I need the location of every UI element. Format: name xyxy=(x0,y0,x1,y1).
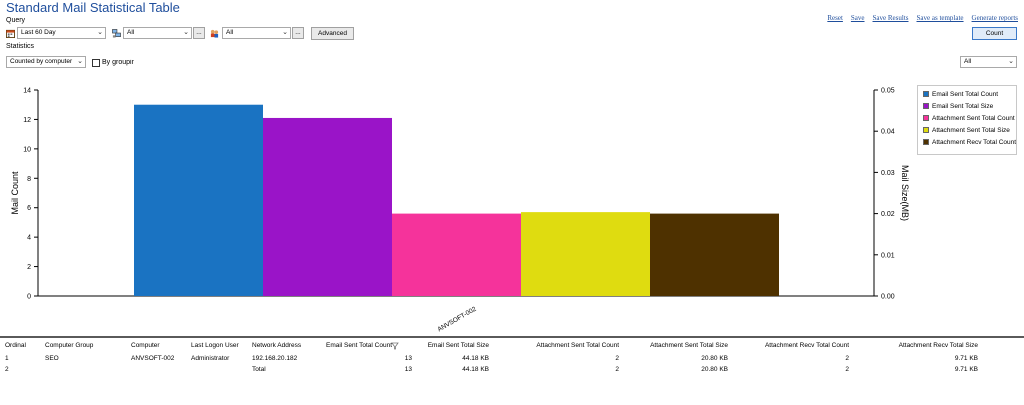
y-tick-label: 10 xyxy=(23,146,31,153)
cell-attachment-sent-count: 2 xyxy=(615,366,619,373)
y2-tick-label: 0.01 xyxy=(881,252,895,259)
chart-filter-select[interactable]: All ⌄ xyxy=(960,56,1017,68)
computer-group-icon xyxy=(112,29,121,38)
legend-swatch xyxy=(923,103,929,109)
page-title: Standard Mail Statistical Table xyxy=(6,0,180,15)
chevron-down-icon: ⌄ xyxy=(1008,58,1014,65)
header-ordinal[interactable]: Ordinal xyxy=(5,342,26,349)
y2-tick-label: 0.05 xyxy=(881,88,895,95)
header-network-address[interactable]: Network Address xyxy=(252,342,302,349)
computer-browse-button[interactable]: ... xyxy=(193,27,205,39)
legend-item: Email Sent Total Size xyxy=(923,103,993,110)
bar-attachment-sent-total-size xyxy=(521,212,650,296)
cell-computer-group: SEO xyxy=(45,355,59,362)
user-group-icon xyxy=(210,29,219,38)
y-tick-label: 4 xyxy=(27,235,31,242)
cell-computer: ANVSOFT-002 xyxy=(131,355,175,362)
x-category-label: ANVSOFT-002 xyxy=(436,305,477,333)
cell-email-sent-size: 44.18 KB xyxy=(462,355,489,362)
bar-email-sent-total-count xyxy=(134,104,263,296)
statistics-mode-select[interactable]: Counted by computer ⌄ xyxy=(6,56,86,68)
save-results-link[interactable]: Save Results xyxy=(872,14,909,22)
header-computer-group[interactable]: Computer Group xyxy=(45,342,94,349)
cell-attachment-sent-size: 20.80 KB xyxy=(701,366,728,373)
legend-swatch xyxy=(923,115,929,121)
cell-attachment-sent-size: 20.80 KB xyxy=(701,355,728,362)
y-tick-label: 2 xyxy=(27,264,31,271)
y2-axis-title: Mail Size(MB) xyxy=(900,165,910,221)
y2-tick-label: 0.00 xyxy=(881,294,895,301)
y-tick-label: 8 xyxy=(27,176,31,183)
by-grouping-label: By grouping xyxy=(102,59,134,66)
chevron-down-icon: ⌄ xyxy=(282,29,288,36)
legend-item: Attachment Sent Total Size xyxy=(923,127,1010,134)
bar-attachment-recv-total-count xyxy=(650,213,779,296)
user-select[interactable]: All ⌄ xyxy=(222,27,291,39)
cell-attachment-recv-count: 2 xyxy=(845,366,849,373)
y2-tick-label: 0.04 xyxy=(881,129,895,136)
by-grouping-checkbox[interactable] xyxy=(92,59,100,67)
header-attachment-recv-size[interactable]: Attachment Recv Total Size xyxy=(898,342,978,349)
legend-item: Attachment Sent Total Count xyxy=(923,115,1015,122)
cell-attachment-recv-count: 2 xyxy=(845,355,849,362)
cell-attachment-recv-size: 9.71 KB xyxy=(954,355,978,362)
cell-email-sent-size: 44.18 KB xyxy=(462,366,489,373)
legend-item: Attachment Recv Total Count xyxy=(923,139,1016,146)
period-select[interactable]: Last 60 Day ⌄ xyxy=(17,27,106,39)
legend-item: Email Sent Total Count xyxy=(923,91,998,98)
legend-swatch xyxy=(923,91,929,97)
cell-email-sent-count: 13 xyxy=(404,366,412,373)
chevron-down-icon: ⌄ xyxy=(183,29,189,36)
chevron-down-icon: ⌄ xyxy=(97,29,103,36)
cell-network-address: 192.168.20.182 xyxy=(252,355,298,362)
user-browse-button[interactable]: ... xyxy=(292,27,304,39)
cell-email-sent-count: 13 xyxy=(404,355,412,362)
bar-attachment-sent-total-count xyxy=(392,213,521,296)
statistics-label: Statistics xyxy=(6,43,35,50)
reset-link[interactable]: Reset xyxy=(827,14,843,22)
cell-ordinal: 2 xyxy=(5,366,9,373)
cell-attachment-recv-size: 9.71 KB xyxy=(954,366,978,373)
table-divider xyxy=(0,336,1024,338)
mail-chart: 0 2 4 6 8 10 12 14 0.00 0.01 0.02 0.03 0.04 0.05 Mail … xyxy=(10,88,910,334)
advanced-button[interactable]: Advanced xyxy=(311,27,354,40)
y-tick-label: 14 xyxy=(23,88,31,95)
cell-network-address: Total xyxy=(252,366,266,373)
results-table: Ordinal Computer Group Computer Last Log… xyxy=(0,340,1024,380)
calendar-icon xyxy=(6,29,15,38)
cell-attachment-sent-count: 2 xyxy=(615,355,619,362)
legend-swatch xyxy=(923,127,929,133)
save-link[interactable]: Save xyxy=(850,14,865,22)
sort-filter-icon[interactable] xyxy=(391,342,399,350)
header-attachment-sent-size[interactable]: Attachment Sent Total Size xyxy=(650,342,728,349)
y-tick-label: 6 xyxy=(27,205,31,212)
computer-select[interactable]: All ⌄ xyxy=(123,27,192,39)
action-links: Reset Save Save Results Save as template… xyxy=(827,14,1018,22)
count-button[interactable]: Count xyxy=(972,27,1017,40)
header-attachment-sent-count[interactable]: Attachment Sent Total Count xyxy=(536,342,619,349)
query-label: Query xyxy=(6,17,26,24)
header-attachment-recv-count[interactable]: Attachment Recv Total Count xyxy=(764,342,849,349)
cell-last-logon-user: Administrator xyxy=(191,355,230,362)
y-tick-label: 12 xyxy=(23,117,31,124)
y2-tick-label: 0.02 xyxy=(881,211,895,218)
header-email-sent-count[interactable]: Email Sent Total Count xyxy=(326,342,392,349)
legend-swatch xyxy=(923,139,929,145)
y-tick-label: 0 xyxy=(27,294,31,301)
cell-ordinal: 1 xyxy=(5,355,9,362)
chart-legend: Email Sent Total Count Email Sent Total … xyxy=(917,85,1017,155)
save-as-template-link[interactable]: Save as template xyxy=(916,14,964,22)
header-computer[interactable]: Computer xyxy=(131,342,160,349)
generate-reports-link[interactable]: Generate reports xyxy=(971,14,1018,22)
header-email-sent-size[interactable]: Email Sent Total Size xyxy=(427,342,489,349)
y-axis-title: Mail Count xyxy=(10,171,20,215)
chevron-down-icon: ⌄ xyxy=(77,58,83,65)
y2-tick-label: 0.03 xyxy=(881,170,895,177)
bar-email-sent-total-size xyxy=(263,117,392,296)
header-last-logon-user[interactable]: Last Logon User xyxy=(191,342,239,349)
